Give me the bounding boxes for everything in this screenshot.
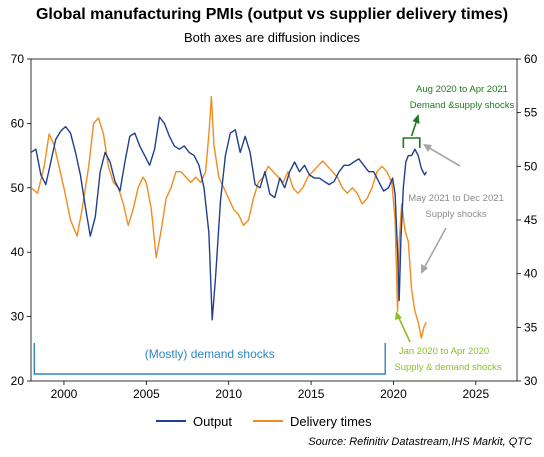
aug-2020-label-line1: Aug 2020 to Apr 2021	[416, 84, 508, 95]
may-2021-arrow-down	[422, 227, 447, 271]
series-line-output	[30, 116, 428, 321]
jan-2020-arrow	[397, 315, 411, 343]
may-2021-label-line1: May 2021 to Dec 2021	[408, 193, 504, 204]
y-left-tick-label: 50	[11, 181, 25, 195]
x-tick-label: 2020	[380, 387, 407, 401]
y-right-tick-label: 40	[524, 267, 538, 281]
jan-2020-arrowhead	[395, 311, 402, 320]
y-right-tick-label: 50	[524, 159, 538, 173]
y-left-tick-label: 20	[11, 374, 25, 388]
jan-2020-label-line2: Supply & demand shocks	[394, 362, 501, 373]
jan-2020-label-line1: Jan 2020 to Apr 2020	[399, 346, 489, 357]
chart-title: Global manufacturing PMIs (output vs sup…	[35, 6, 509, 23]
aug-2020-bracket	[402, 137, 421, 148]
aug-2020-label-line2: Demand &supply shocks	[410, 100, 515, 111]
may-2021-label-line2: Supply shocks	[425, 209, 487, 220]
y-right-tick-label: 45	[524, 213, 538, 227]
y-right-tick-label: 55	[524, 106, 538, 120]
x-tick-label: 2005	[133, 387, 160, 401]
series-line-delivery-times	[30, 95, 428, 339]
aug-2020-arrowhead	[412, 114, 420, 124]
y-left-tick-label: 60	[11, 116, 25, 130]
demand-shocks-label: (Mostly) demand shocks	[145, 347, 275, 361]
chart-subtitle: Both axes are diffusion indices	[183, 30, 361, 45]
y-right-tick-label: 30	[524, 374, 538, 388]
may-2021-arrow-up	[425, 145, 461, 167]
y-left-tick-label: 30	[11, 310, 25, 324]
x-tick-label: 2010	[215, 387, 242, 401]
y-left-tick-label: 40	[11, 245, 25, 259]
may-2021-arrowhead-up	[423, 144, 432, 152]
legend-label-delivery-times: Delivery times	[290, 414, 372, 429]
y-left-tick-label: 70	[11, 52, 25, 66]
demand-shocks-bracket	[33, 343, 386, 375]
y-right-tick-label: 60	[524, 52, 538, 66]
x-tick-label: 2025	[462, 387, 489, 401]
legend-label-output: Output	[193, 414, 232, 429]
x-tick-label: 2000	[51, 387, 78, 401]
may-2021-arrowhead-down	[421, 264, 428, 274]
y-right-tick-label: 35	[524, 320, 538, 334]
source-note: Source: Refinitiv Datastream,IHS Markit,…	[308, 436, 532, 448]
x-tick-label: 2015	[298, 387, 325, 401]
